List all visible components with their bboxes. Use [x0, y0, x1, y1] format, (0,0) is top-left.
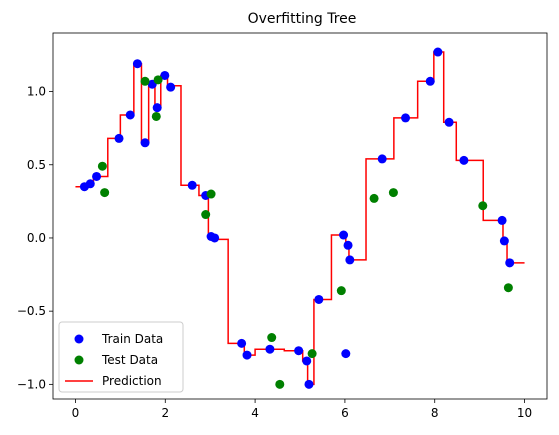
train-point: [187, 180, 197, 190]
train-point: [237, 338, 247, 348]
train-point: [265, 344, 275, 354]
train-point: [92, 171, 102, 181]
train-point: [314, 294, 324, 304]
legend-label-prediction: Prediction: [102, 374, 162, 388]
x-tick-label: 4: [251, 406, 259, 420]
y-tick-label: −1.0: [17, 377, 46, 391]
x-tick-label: 10: [517, 406, 532, 420]
train-point: [377, 154, 387, 164]
x-tick-label: 2: [161, 406, 169, 420]
y-tick-label: 1.0: [27, 85, 46, 99]
x-tick-label: 6: [341, 406, 349, 420]
train-point: [166, 82, 176, 92]
train-point: [242, 350, 252, 360]
train-point: [497, 215, 507, 225]
train-point: [152, 103, 162, 113]
train-point: [345, 255, 355, 265]
legend: Train Data Test Data Prediction: [58, 321, 184, 393]
test-point: [140, 76, 150, 86]
legend-box: [58, 321, 184, 393]
test-point: [267, 333, 277, 343]
plot-area: [75, 47, 525, 389]
y-tick-label: −0.5: [17, 304, 46, 318]
test-point: [369, 193, 379, 203]
train-point: [125, 110, 135, 120]
train-point: [459, 155, 469, 165]
train-point: [433, 47, 443, 57]
chart-title: Overfitting Tree: [248, 11, 357, 27]
train-point: [304, 379, 314, 389]
train-point: [505, 258, 515, 268]
legend-label-test: Test Data: [101, 353, 158, 367]
train-point: [401, 113, 411, 123]
y-tick-label: 0.5: [27, 158, 46, 172]
train-point: [425, 76, 435, 86]
test-point: [100, 188, 110, 198]
y-tick-label: 0.0: [27, 231, 46, 245]
train-point: [343, 240, 353, 250]
train-point: [294, 346, 304, 356]
legend-label-train: Train Data: [101, 332, 163, 346]
train-point: [444, 117, 454, 127]
x-tick-label: 0: [72, 406, 80, 420]
train-point: [132, 59, 142, 69]
train-point: [499, 236, 509, 246]
test-point: [201, 210, 211, 220]
train-point: [210, 233, 220, 243]
test-point: [97, 161, 107, 171]
train-point: [114, 133, 124, 143]
test-point: [336, 286, 346, 296]
train-point: [140, 138, 150, 148]
train-point: [85, 179, 95, 189]
test-point: [503, 283, 513, 293]
train-point: [339, 230, 349, 240]
axes-frame: [52, 32, 548, 400]
axes: 0 2 4 6 8 10 −1.0 −0.5 0.0 0.5 1.0: [17, 32, 548, 420]
test-point: [275, 379, 285, 389]
x-tick-label: 8: [431, 406, 439, 420]
test-point: [478, 201, 488, 211]
train-point: [160, 70, 170, 80]
test-point: [307, 349, 317, 359]
test-point: [151, 111, 161, 121]
legend-marker-test: [74, 355, 84, 365]
test-point: [206, 189, 216, 199]
train-point: [302, 356, 312, 366]
train-point: [341, 349, 351, 359]
legend-marker-train: [74, 334, 84, 344]
test-point: [388, 188, 398, 198]
test-point: [153, 75, 163, 85]
